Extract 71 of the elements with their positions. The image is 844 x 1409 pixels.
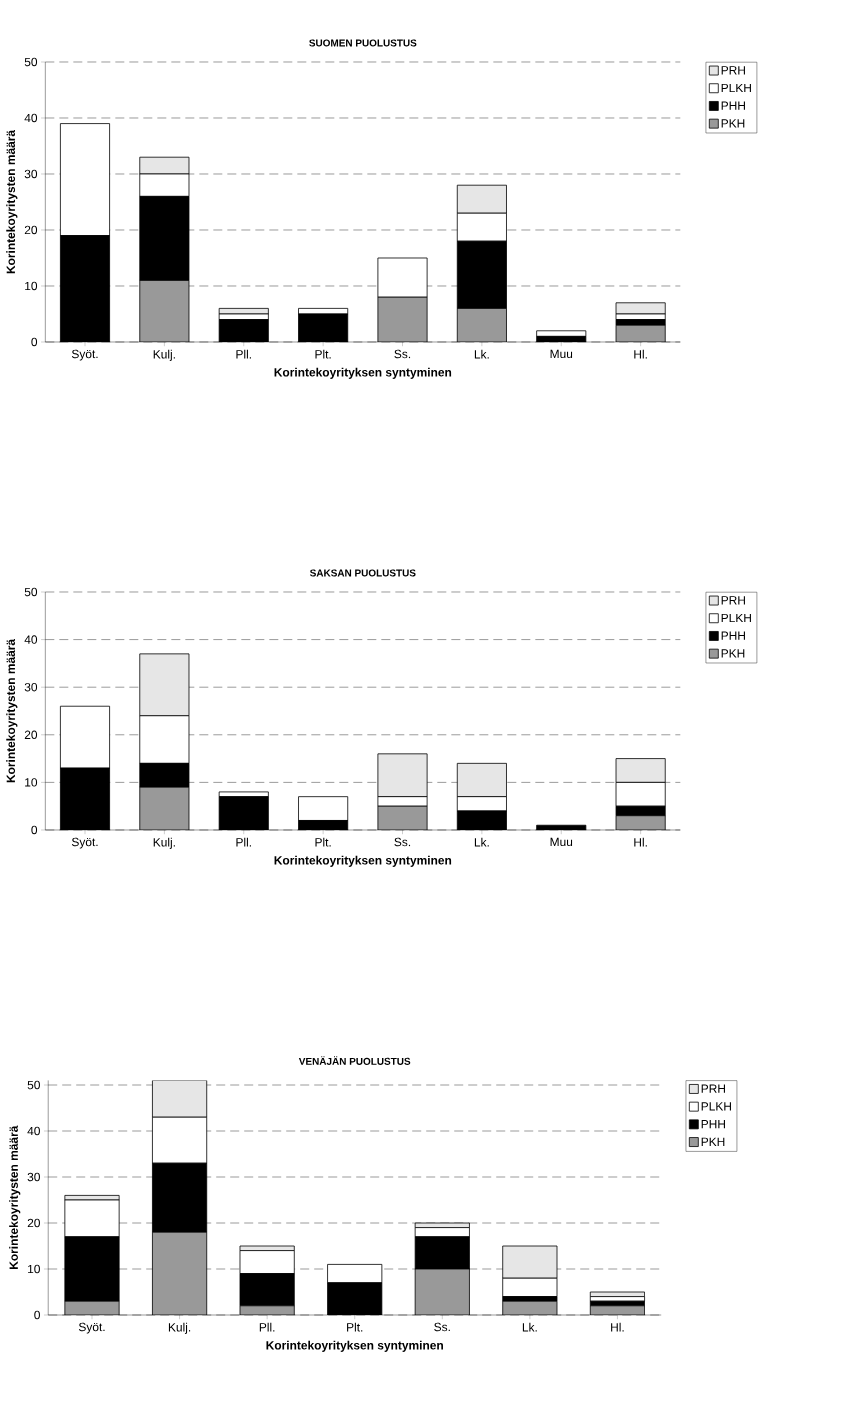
x-tick-label: Hl.	[611, 1322, 624, 1332]
bar	[589, 1291, 645, 1297]
y-tick-label: 30	[24, 682, 38, 692]
y-tick-label: 20	[24, 225, 38, 235]
y-tick-label: 10	[25, 778, 38, 787]
legend-label: PHH	[721, 631, 745, 640]
x-axis-title: Korintekoyrityksen syntyminen	[274, 367, 452, 379]
legend-label: PLKH	[721, 83, 751, 93]
y-tick-label: 50	[24, 57, 38, 67]
bar	[615, 302, 666, 315]
y-tick-label: 0	[31, 337, 38, 347]
x-tick-label: Plt.	[315, 349, 331, 359]
y-tick-label: 20	[24, 730, 38, 740]
bar	[139, 786, 190, 830]
bar	[139, 279, 190, 342]
bar	[377, 296, 428, 342]
y-tick-label: 20	[27, 1218, 40, 1228]
x-tick-label: Kulj.	[153, 837, 175, 849]
bar	[456, 307, 507, 342]
y-axis-title: Korintekoyritysten määrä	[9, 1125, 21, 1269]
y-axis-title: Korintekoyritysten määrä	[6, 129, 18, 274]
bar	[414, 1268, 470, 1315]
x-tick-label: Ss.	[434, 1322, 450, 1332]
x-axis-title: Korintekoyrityksen syntyminen	[274, 855, 452, 867]
x-tick-label: Muu	[550, 837, 573, 847]
x-tick-label: Hl.	[634, 349, 647, 359]
legend-label: PLKH	[721, 613, 751, 623]
x-tick-label: Lk.	[522, 1322, 537, 1332]
legend-label: PLKH	[701, 1102, 731, 1111]
y-tick-label: 40	[27, 1126, 40, 1136]
legend-label: PRH	[721, 66, 745, 75]
x-tick-label: Syöt.	[71, 837, 98, 849]
legend-label: PRH	[701, 1084, 725, 1093]
y-tick-label: 0	[31, 825, 38, 835]
y-tick-label: 0	[34, 1310, 40, 1320]
y-tick-label: 30	[24, 169, 38, 179]
x-tick-label: Hl.	[634, 837, 647, 847]
x-axis-title: Korintekoyrityksen syntyminen	[266, 1340, 443, 1352]
legend-label: PHH	[701, 1120, 725, 1129]
y-tick-label: 30	[27, 1172, 40, 1182]
x-tick-label: Pll.	[236, 349, 251, 359]
legend-label: PKH	[721, 649, 745, 658]
x-tick-label: Pll.	[259, 1322, 275, 1332]
x-tick-label: Ss.	[394, 837, 411, 847]
x-tick-label: Lk.	[474, 349, 489, 359]
legend-label: PKH	[701, 1137, 725, 1146]
chart-title: SUOMEN PUOLUSTUS	[309, 39, 417, 47]
x-tick-label: Plt.	[347, 1322, 363, 1332]
x-tick-label: Plt.	[315, 837, 331, 847]
y-tick-label: 10	[25, 281, 38, 291]
x-tick-label: Kulj.	[153, 349, 175, 361]
legend-label: PHH	[721, 101, 745, 110]
y-tick-label: 50	[27, 1080, 40, 1090]
x-tick-label: Ss.	[394, 349, 411, 359]
x-tick-label: Lk.	[474, 837, 489, 847]
x-tick-label: Syöt.	[78, 1322, 105, 1334]
y-tick-label: 40	[24, 113, 38, 123]
bar	[536, 330, 587, 337]
chart-title: VENÄJÄN PUOLUSTUS	[298, 1056, 411, 1065]
y-tick-label: 10	[28, 1264, 40, 1274]
legend-label: PRH	[721, 596, 745, 605]
x-tick-label: Pll.	[236, 837, 251, 847]
bar	[152, 1231, 208, 1315]
y-axis-title: Korintekoyritysten määrä	[6, 638, 18, 783]
x-tick-label: Muu	[550, 349, 573, 359]
chart-title: SAKSAN PUOLUSTUS	[309, 569, 416, 577]
legend-label: PKH	[721, 119, 745, 128]
x-tick-label: Syöt.	[71, 349, 98, 361]
x-tick-label: Kulj.	[168, 1322, 191, 1334]
y-tick-label: 50	[24, 587, 38, 597]
y-tick-label: 40	[24, 635, 38, 644]
